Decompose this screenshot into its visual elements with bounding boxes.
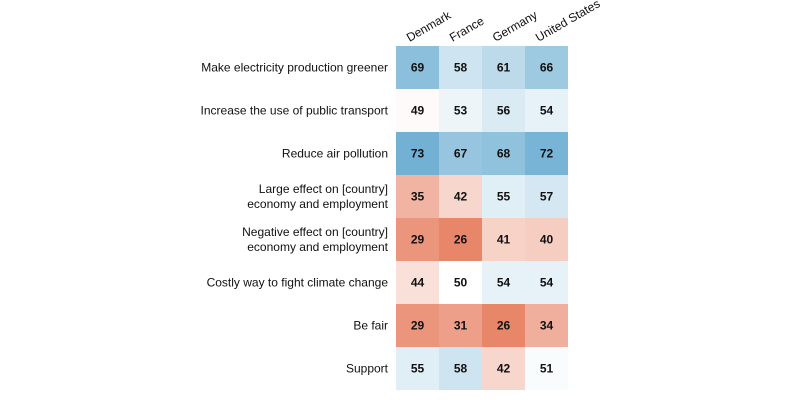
cell-value-label: 69 [411,61,425,75]
cell-value-label: 29 [411,319,425,333]
heatmap-cell [396,89,439,132]
row-label: Be fair [353,319,388,333]
row-label: Large effect on [country] [259,182,388,196]
heatmap-cell [482,89,525,132]
cell-value-label: 51 [540,362,554,376]
row-label: Negative effect on [country] [242,225,388,239]
heatmap-cell [396,304,439,347]
heatmap-cell [439,261,482,304]
heatmap-cell [396,218,439,261]
column-label: Germany [490,8,540,45]
heatmap-cell [396,46,439,89]
cell-value-label: 73 [411,147,425,161]
cell-value-label: 68 [497,147,511,161]
cell-value-label: 57 [540,190,554,204]
cell-value-label: 31 [454,319,468,333]
cell-value-label: 26 [454,233,468,247]
cell-value-label: 44 [411,276,425,290]
cell-value-label: 29 [411,233,425,247]
heatmap-cell [482,261,525,304]
cell-value-label: 54 [540,104,554,118]
cell-value-label: 67 [454,147,468,161]
column-label: Denmark [404,8,454,45]
heatmap-cell [396,175,439,218]
row-label: Reduce air pollution [282,147,388,161]
cell-value-label: 55 [497,190,511,204]
cell-value-label: 53 [454,104,468,118]
heatmap-cell [525,218,568,261]
row-label: economy and employment [247,240,388,254]
cell-value-label: 66 [540,61,554,75]
heatmap-cell [439,304,482,347]
column-label: United States [533,0,602,45]
heatmap-cell [525,89,568,132]
heatmap-cell [482,347,525,390]
cell-value-label: 58 [454,362,468,376]
heatmap-cell [482,132,525,175]
row-label: Make electricity production greener [201,61,388,75]
row-label: Costly way to fight climate change [207,276,389,290]
heatmap-cell [525,175,568,218]
heatmap-cell [525,261,568,304]
heatmap-cell [525,46,568,89]
cell-value-label: 55 [411,362,425,376]
heatmap-cell [396,132,439,175]
cell-value-label: 50 [454,276,468,290]
cell-value-label: 40 [540,233,554,247]
cell-value-label: 54 [540,276,554,290]
cell-value-label: 34 [540,319,554,333]
heatmap-cell [482,304,525,347]
row-label: Support [346,362,389,376]
cell-value-label: 42 [497,362,511,376]
cell-value-label: 56 [497,104,511,118]
row-label: economy and employment [247,197,388,211]
column-label: France [447,14,487,45]
cell-value-label: 35 [411,190,425,204]
heatmap-cell [525,132,568,175]
row-labels: Make electricity production greener Incre… [201,61,389,376]
heatmap-cell [525,304,568,347]
heatmap-cell [396,347,439,390]
heatmap-cell [482,46,525,89]
cell-value-label: 49 [411,104,425,118]
row-label: Increase the use of public transport [201,104,389,118]
heatmap-cell [439,132,482,175]
cell-value-label: 72 [540,147,554,161]
heatmap-cell [396,261,439,304]
heatmap-cell [482,218,525,261]
heatmap-cell [439,89,482,132]
cell-value-label: 61 [497,61,511,75]
cell-value-label: 54 [497,276,511,290]
cell-value-label: 42 [454,190,468,204]
heatmap-cell [439,218,482,261]
cell-value-label: 41 [497,233,511,247]
heatmap-cell [482,175,525,218]
heatmap-cell [439,347,482,390]
cell-value-label: 58 [454,61,468,75]
heatmap-cell [439,46,482,89]
heatmap-cell [525,347,568,390]
cell-value-label: 26 [497,319,511,333]
heatmap-cells: 69 58 61 66 49 53 56 54 73 67 68 72 35 42 55 57 29 26 41 40… [396,46,568,390]
heatmap-cell [439,175,482,218]
